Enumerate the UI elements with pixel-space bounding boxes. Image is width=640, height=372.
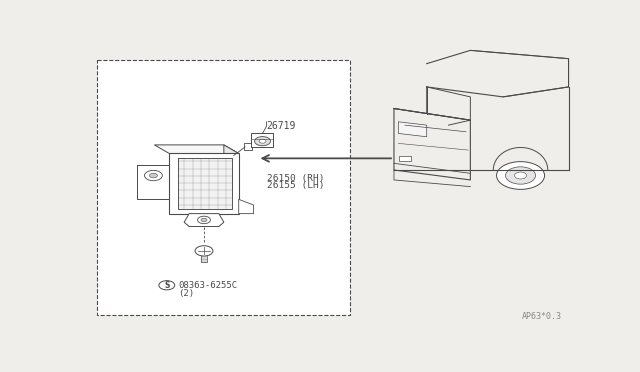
Circle shape — [159, 280, 175, 290]
Text: S: S — [164, 281, 170, 290]
Circle shape — [195, 246, 213, 256]
Circle shape — [201, 218, 207, 222]
Polygon shape — [154, 145, 239, 154]
Polygon shape — [239, 199, 253, 214]
Polygon shape — [398, 122, 427, 137]
Polygon shape — [178, 158, 232, 209]
Text: AP63*0.3: AP63*0.3 — [522, 312, 562, 321]
Circle shape — [145, 170, 163, 181]
Circle shape — [150, 173, 157, 178]
Text: 08363-6255C: 08363-6255C — [179, 281, 238, 290]
Circle shape — [259, 139, 266, 143]
Bar — [244, 143, 252, 150]
Circle shape — [515, 172, 527, 179]
Circle shape — [506, 167, 536, 184]
Polygon shape — [169, 154, 239, 214]
Bar — [399, 156, 411, 161]
Polygon shape — [251, 134, 273, 147]
Circle shape — [497, 162, 545, 189]
Text: 26155 (LH): 26155 (LH) — [268, 181, 325, 190]
Circle shape — [255, 137, 271, 146]
Text: (2): (2) — [178, 289, 194, 298]
Text: 26719: 26719 — [266, 121, 296, 131]
Circle shape — [198, 216, 211, 224]
Polygon shape — [184, 214, 224, 227]
Bar — [97, 60, 350, 315]
Text: 26150 (RH): 26150 (RH) — [268, 174, 325, 183]
Polygon shape — [224, 145, 239, 214]
